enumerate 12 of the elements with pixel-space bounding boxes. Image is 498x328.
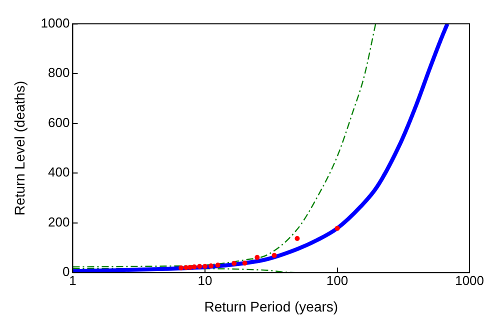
y-tick-label: 400: [48, 164, 70, 180]
y-tick-label: 0: [62, 264, 70, 280]
y-tick-label: 1000: [40, 15, 70, 30]
y-axis-title: Return Level (deaths): [11, 80, 28, 216]
x-tick-label: 10: [198, 272, 212, 288]
x-axis-title: Return Period (years): [204, 298, 338, 314]
y-tick-label: 200: [48, 214, 70, 230]
y-tick-label: 600: [48, 114, 70, 130]
x-tick-label: 1: [69, 272, 76, 288]
x-tick-label: 100: [326, 272, 348, 288]
x-tick-label: 1000: [455, 272, 484, 288]
y-tick-label: 800: [48, 65, 70, 80]
